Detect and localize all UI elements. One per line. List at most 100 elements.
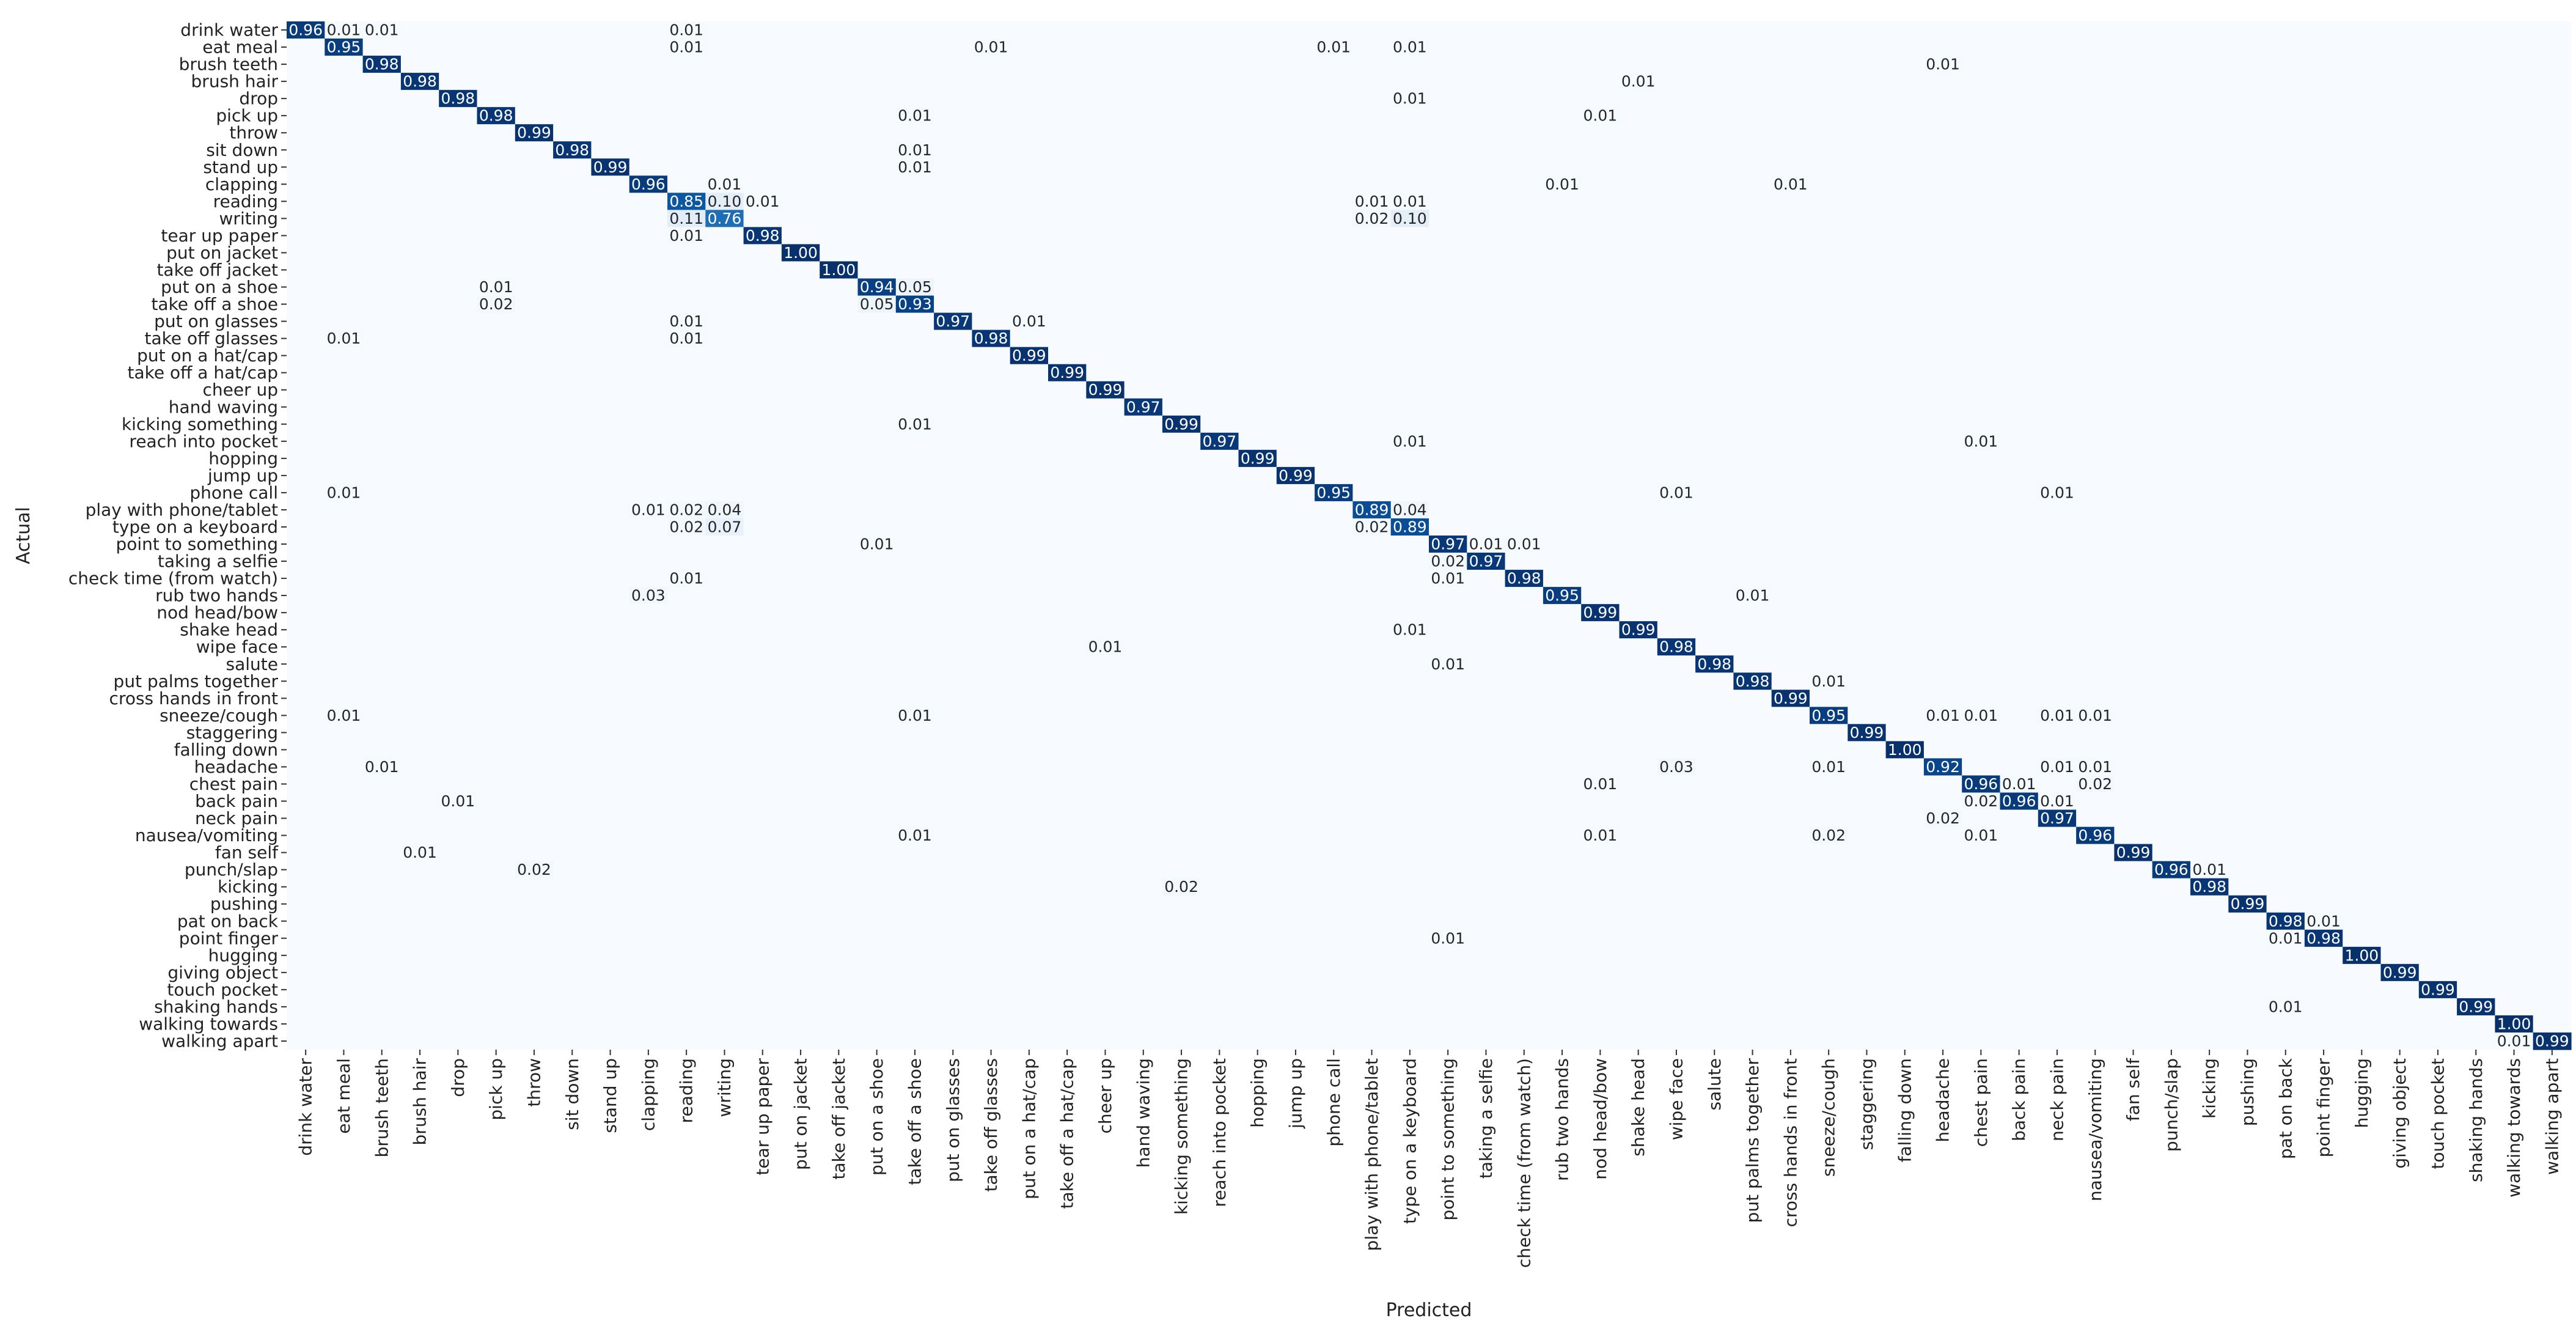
heatmap-cell <box>1429 861 1467 879</box>
heatmap-cell <box>2304 141 2343 159</box>
heatmap-cell <box>325 621 364 639</box>
heatmap-cell <box>1467 672 1506 690</box>
heatmap-cell <box>1048 963 1087 982</box>
heatmap-cell <box>2380 107 2420 125</box>
heatmap-cell <box>2533 587 2572 605</box>
heatmap-cell <box>1315 844 1353 862</box>
heatmap-cell <box>439 124 478 142</box>
heatmap-cell <box>591 227 630 245</box>
heatmap-cell <box>820 484 859 502</box>
heatmap-cell <box>362 56 402 73</box>
heatmap-cell <box>2076 364 2115 382</box>
heatmap-cell <box>1467 73 1506 90</box>
heatmap-cell <box>2152 364 2191 382</box>
heatmap-cell <box>2533 347 2572 365</box>
heatmap-cell <box>972 707 1011 724</box>
heatmap-cell <box>820 912 859 930</box>
heatmap-cell <box>743 758 782 776</box>
heatmap-cell <box>1010 844 1049 862</box>
heatmap-cell <box>2304 946 2343 965</box>
heatmap-cell <box>1010 998 1049 1016</box>
heatmap-cell <box>1962 792 2001 811</box>
heatmap-cell <box>1657 312 1696 331</box>
heatmap-cell <box>2418 261 2457 279</box>
heatmap-cell <box>2457 73 2495 90</box>
heatmap-cell <box>287 844 325 862</box>
y-axis-label: Actual <box>13 507 34 564</box>
heatmap-cell <box>2228 553 2267 570</box>
y-tick-label: throw <box>229 123 278 143</box>
heatmap-cell <box>2190 672 2229 690</box>
heatmap-cell <box>2457 501 2495 519</box>
heatmap-cell <box>1733 844 1772 862</box>
heatmap-cell <box>1276 621 1315 639</box>
heatmap-cell <box>1733 295 1772 314</box>
heatmap-cell <box>1429 1032 1467 1050</box>
heatmap-cell <box>1352 227 1392 245</box>
heatmap-cell <box>820 929 859 948</box>
heatmap-cell <box>2533 536 2572 553</box>
heatmap-cell <box>325 570 364 587</box>
heatmap-cell <box>2228 587 2267 605</box>
heatmap-cell <box>2380 312 2420 331</box>
heatmap-cell <box>1923 912 1962 930</box>
heatmap-cell <box>1657 844 1696 862</box>
heatmap-cell <box>325 107 364 125</box>
heatmap-cell <box>820 261 859 279</box>
heatmap-cell <box>439 724 478 742</box>
heatmap-cell <box>2152 73 2191 90</box>
heatmap-cell <box>1657 21 1696 39</box>
heatmap-cell <box>2152 1032 2191 1050</box>
heatmap-cell <box>820 501 859 519</box>
heatmap-cell <box>1162 73 1201 90</box>
heatmap-cell <box>2380 432 2420 451</box>
heatmap-cell <box>895 536 934 553</box>
heatmap-cell <box>439 690 478 707</box>
heatmap-cell <box>477 415 516 433</box>
heatmap-cell <box>1848 741 1887 759</box>
heatmap-cell <box>629 329 668 348</box>
heatmap-cell <box>2190 244 2229 262</box>
heatmap-cell <box>705 621 744 639</box>
heatmap-cell <box>934 707 972 724</box>
heatmap-cell <box>362 484 402 502</box>
heatmap-cell <box>1315 963 1353 982</box>
heatmap-cell <box>1733 193 1772 210</box>
heatmap-cell <box>1086 1032 1125 1050</box>
heatmap-cell <box>2304 844 2343 862</box>
heatmap-cell <box>1543 432 1582 451</box>
heatmap-cell <box>1885 398 1925 416</box>
heatmap-cell <box>1848 690 1887 707</box>
heatmap-cell <box>1543 329 1582 348</box>
heatmap-cell <box>972 73 1011 90</box>
heatmap-cell <box>2152 432 2191 451</box>
heatmap-cell <box>857 587 897 605</box>
heatmap-cell <box>2228 929 2267 948</box>
heatmap-cell <box>1885 536 1925 553</box>
heatmap-cell <box>934 364 972 382</box>
heatmap-cell <box>1467 655 1506 673</box>
heatmap-cell <box>2418 501 2457 519</box>
heatmap-cell <box>2304 466 2343 485</box>
heatmap-cell <box>553 193 592 210</box>
heatmap-cell <box>1276 39 1315 56</box>
heatmap-cell <box>1010 604 1049 622</box>
heatmap-cell <box>2380 398 2420 416</box>
heatmap-cell <box>2076 895 2115 913</box>
heatmap-cell <box>325 792 364 811</box>
heatmap-cell <box>1619 946 1658 965</box>
heatmap-cell <box>629 193 668 210</box>
heatmap-cell <box>1505 107 1544 125</box>
heatmap-cell <box>1962 73 2001 90</box>
heatmap-cell <box>972 672 1011 690</box>
heatmap-cell <box>1733 518 1772 536</box>
heatmap-cell <box>2038 690 2077 707</box>
heatmap-cell <box>325 158 364 176</box>
heatmap-cell <box>1315 278 1353 296</box>
heatmap-cell <box>1848 998 1887 1016</box>
heatmap-cell <box>2038 809 2077 828</box>
heatmap-cell <box>1581 929 1620 948</box>
heatmap-cell <box>1771 90 1810 108</box>
heatmap-cell <box>1200 432 1239 451</box>
